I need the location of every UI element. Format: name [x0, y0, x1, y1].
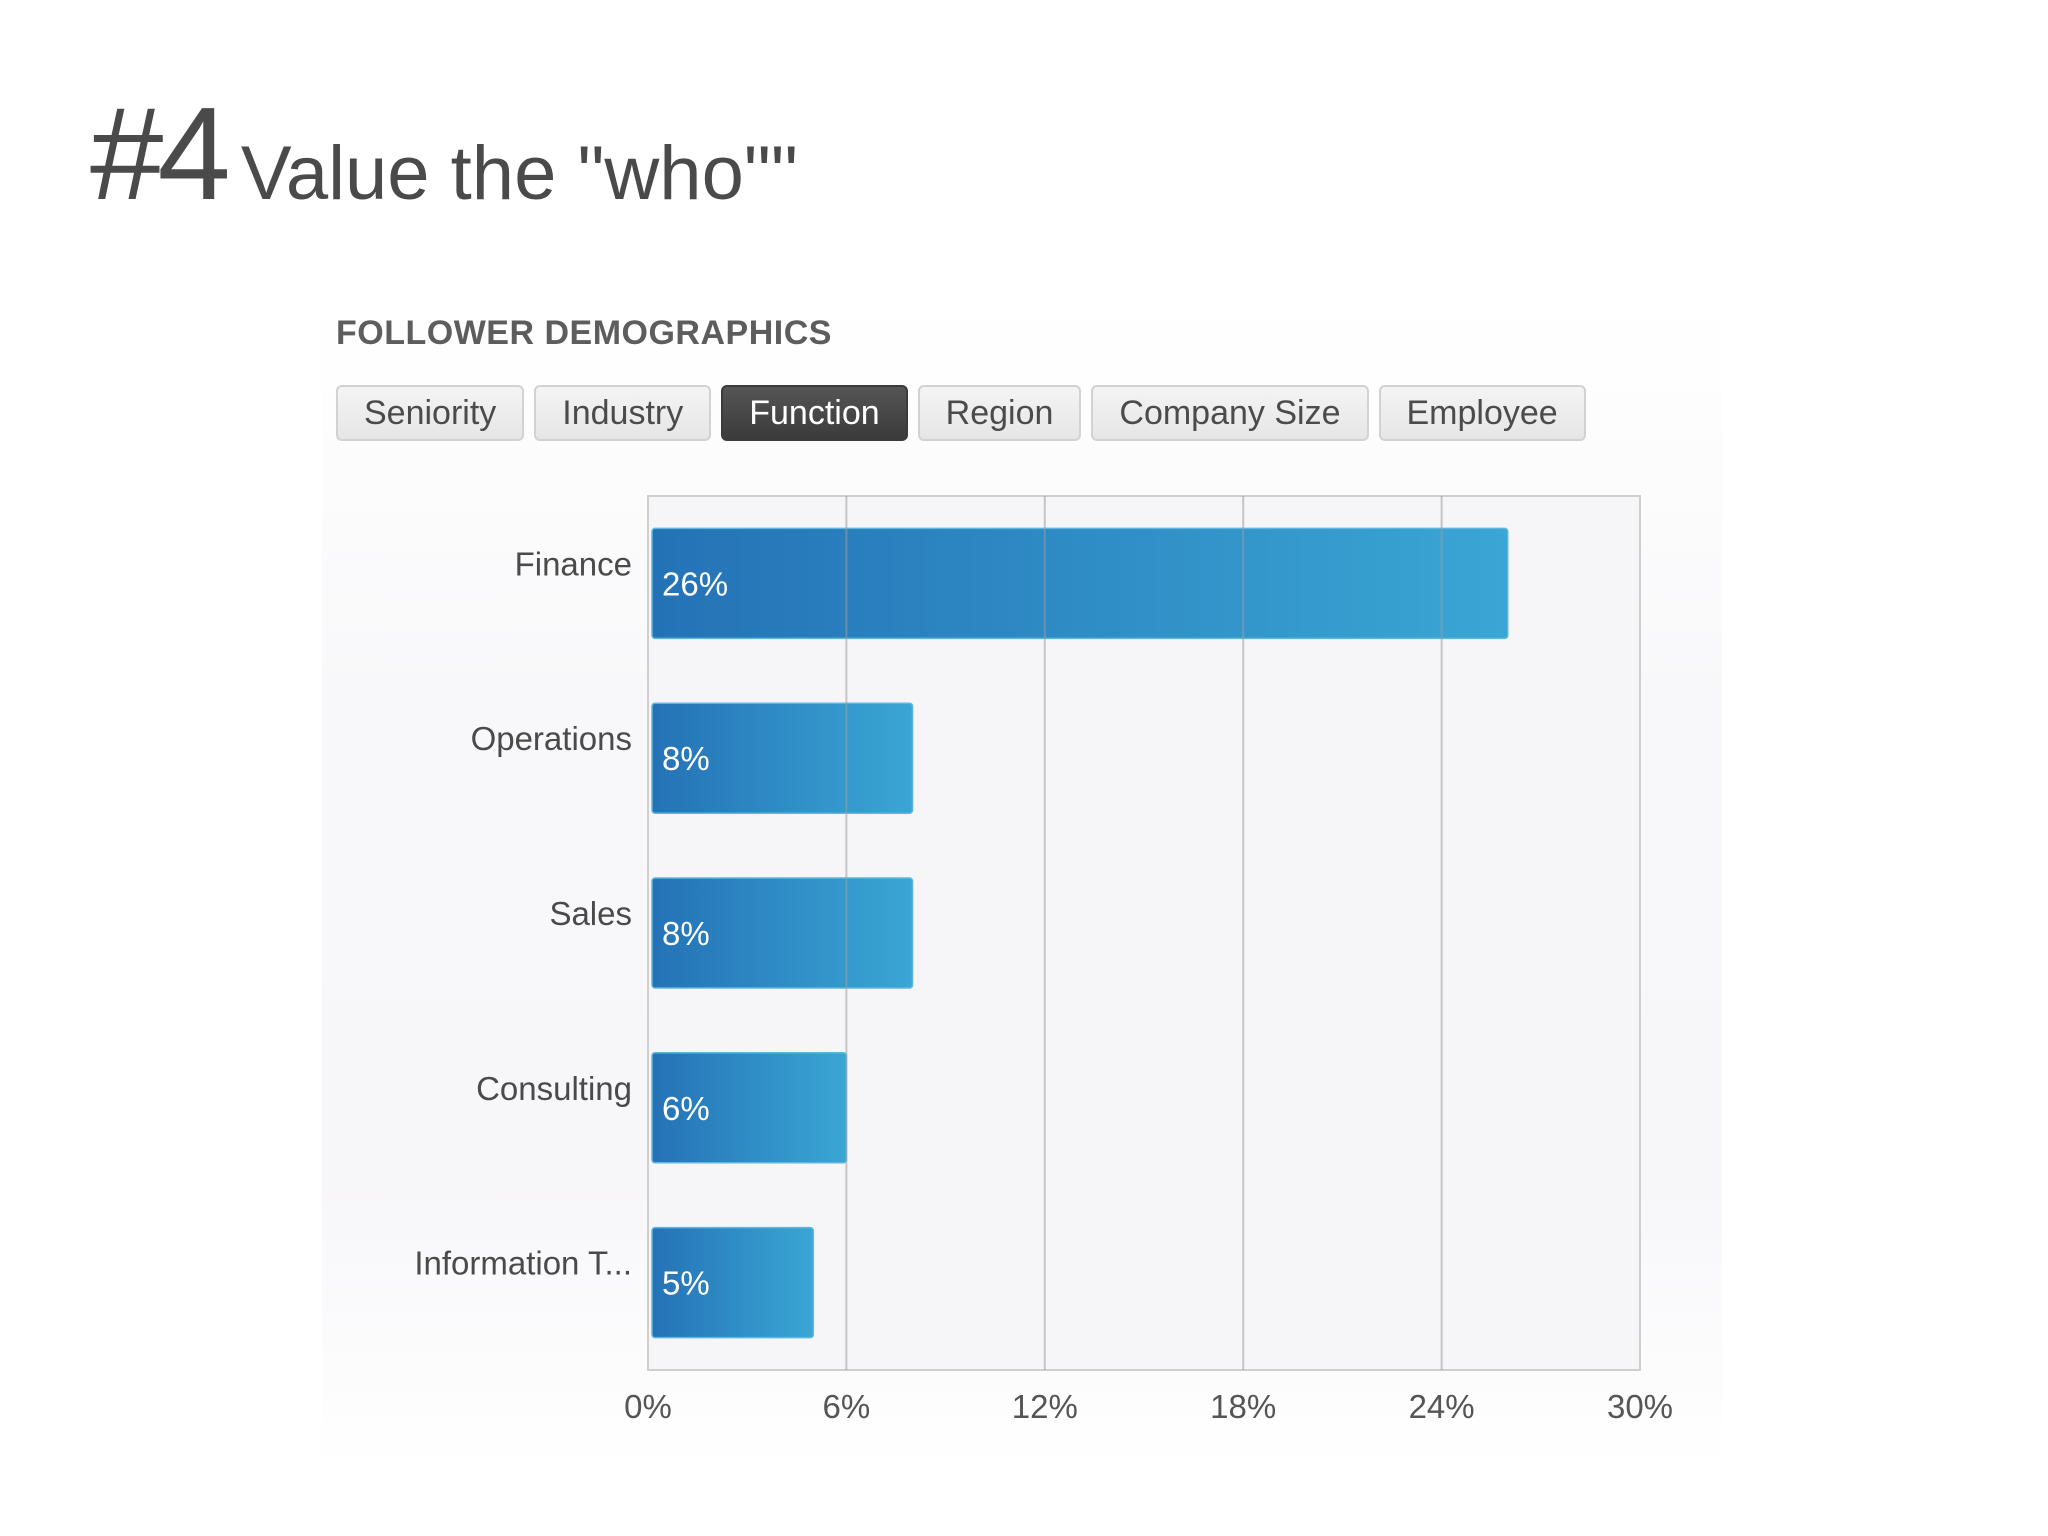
bar-value-label: 8% [662, 915, 710, 952]
bar-value-label: 26% [662, 565, 728, 602]
tab-function[interactable]: Function [721, 385, 908, 441]
tab-employee[interactable]: Employee [1378, 385, 1586, 441]
slide-title: #4 Value the "who"" [90, 88, 798, 220]
bar-information-t [651, 1226, 815, 1339]
x-tick-label: 30% [1607, 1388, 1673, 1425]
bar-value-label: 8% [662, 740, 710, 777]
bar-finance [651, 527, 1509, 640]
x-tick-label: 18% [1210, 1388, 1276, 1425]
x-tick-label: 0% [624, 1388, 672, 1425]
category-label: Finance [515, 545, 632, 582]
slide-number: #4 [90, 80, 231, 227]
x-tick-label: 24% [1409, 1388, 1475, 1425]
tab-region[interactable]: Region [917, 385, 1082, 441]
tab-industry[interactable]: Industry [534, 385, 712, 441]
demographics-tabs: Seniority Industry Function Region Compa… [336, 385, 1586, 441]
x-tick-label: 12% [1012, 1388, 1078, 1425]
category-label: Sales [549, 895, 632, 932]
tab-company-size[interactable]: Company Size [1091, 385, 1369, 441]
x-tick-label: 6% [823, 1388, 871, 1425]
category-label: Consulting [476, 1070, 632, 1107]
slide-heading: Value the "who"" [240, 131, 798, 216]
bar-value-label: 5% [662, 1265, 710, 1302]
category-label: Operations [471, 720, 632, 757]
tab-seniority[interactable]: Seniority [336, 385, 525, 441]
category-label: Information T... [414, 1245, 632, 1282]
bar-value-label: 6% [662, 1090, 710, 1127]
section-heading: FOLLOWER DEMOGRAPHICS [336, 314, 832, 352]
